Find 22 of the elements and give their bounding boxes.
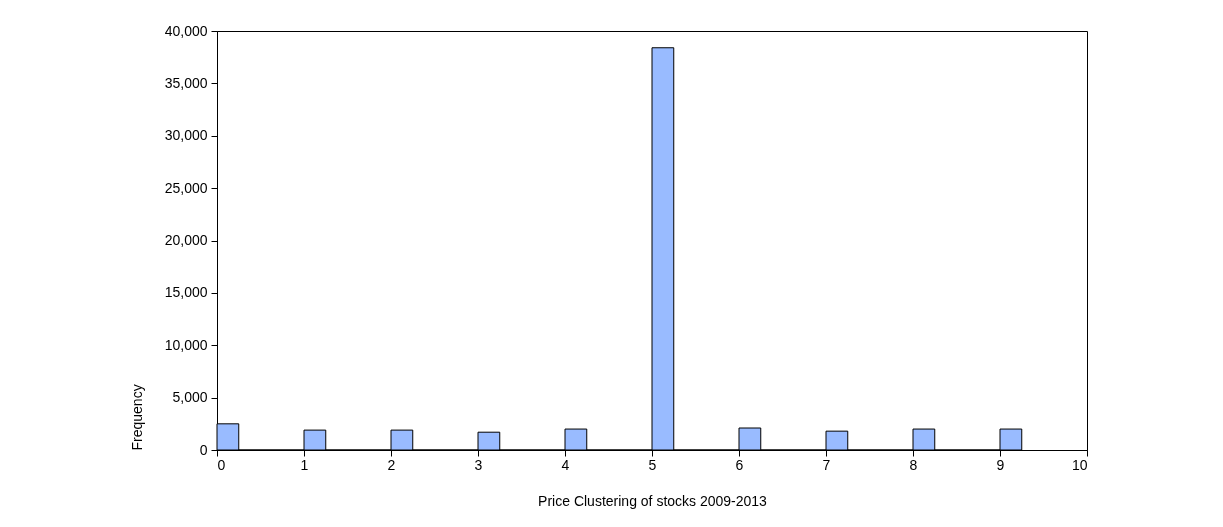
x-tick-label: 1 (300, 456, 309, 473)
y-tick-label: 40,000 (164, 22, 208, 39)
y-tick-label: 0 (199, 441, 208, 458)
x-tick-label: 6 (735, 456, 744, 473)
x-tick-label: 0 (217, 456, 226, 473)
y-tick-label: 15,000 (164, 284, 208, 301)
y-tick-label: 5,000 (172, 389, 208, 406)
y-tick-label: 25,000 (164, 179, 208, 196)
y-axis-title: Frequency (128, 384, 145, 451)
x-tick-label: 10 (1071, 456, 1088, 473)
y-tick-label: 35,000 (164, 74, 208, 91)
x-tick-label: 4 (561, 456, 570, 473)
x-tick-label: 9 (996, 456, 1005, 473)
x-tick-label: 8 (909, 456, 918, 473)
x-tick-label: 5 (648, 456, 657, 473)
y-tick-label: 30,000 (164, 127, 208, 144)
x-tick-label: 2 (387, 456, 396, 473)
x-tick-label: 7 (822, 456, 831, 473)
x-axis-title: Price Clustering of stocks 2009-2013 (538, 492, 768, 509)
y-tick-label: 20,000 (164, 232, 208, 248)
y-tick-label: 10,000 (164, 336, 208, 353)
x-tick-label: 3 (474, 456, 483, 473)
